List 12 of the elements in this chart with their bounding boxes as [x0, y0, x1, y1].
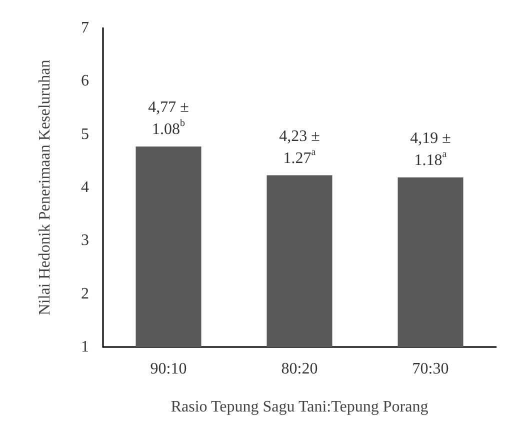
y-tick-label: 1 [81, 338, 89, 356]
y-tick-label: 5 [81, 126, 89, 143]
x-tick-label: 70:30 [412, 360, 449, 378]
x-axis-title: Rasio Tepung Sagu Tani:Tepung Porang [170, 398, 428, 416]
y-axis-title: Nilai Hedonik Penerimaan Keseluruhan [36, 60, 54, 316]
y-tick-label: 6 [81, 72, 89, 90]
x-tick-label: 90:10 [150, 360, 187, 378]
x-tick-label: 80:20 [281, 360, 318, 378]
y-tick-label: 4 [81, 179, 89, 196]
y-tick-label: 7 [81, 20, 89, 36]
y-tick-label: 3 [81, 232, 89, 250]
y-tick-label: 2 [81, 285, 89, 302]
